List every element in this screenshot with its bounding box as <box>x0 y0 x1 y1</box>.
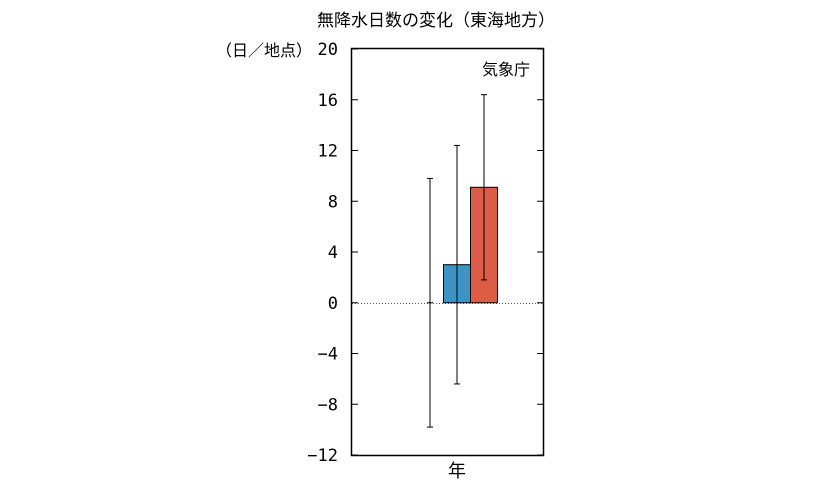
y-axis-unit-label: （日／地点） <box>216 41 312 60</box>
y-tick-label: −8 <box>318 395 338 415</box>
y-tick-label: 16 <box>318 91 338 111</box>
y-axis: 20 16 12 8 4 0 −4 −8 −12 <box>307 40 543 466</box>
plot-marks <box>427 94 498 428</box>
chart-title: 無降水日数の変化（東海地方） <box>317 11 555 31</box>
y-tick-label: 4 <box>328 243 338 263</box>
y-tick-label: 0 <box>328 294 338 314</box>
y-tick-label: −4 <box>318 345 338 365</box>
plot-frame <box>350 47 545 457</box>
y-tick-label: 12 <box>318 142 338 162</box>
y-tick-label: −12 <box>307 446 338 466</box>
source-label: 気象庁 <box>482 60 530 79</box>
y-tick-label: 20 <box>318 40 338 60</box>
x-category-label: 年 <box>448 461 466 482</box>
y-tick-label: 8 <box>328 192 338 212</box>
